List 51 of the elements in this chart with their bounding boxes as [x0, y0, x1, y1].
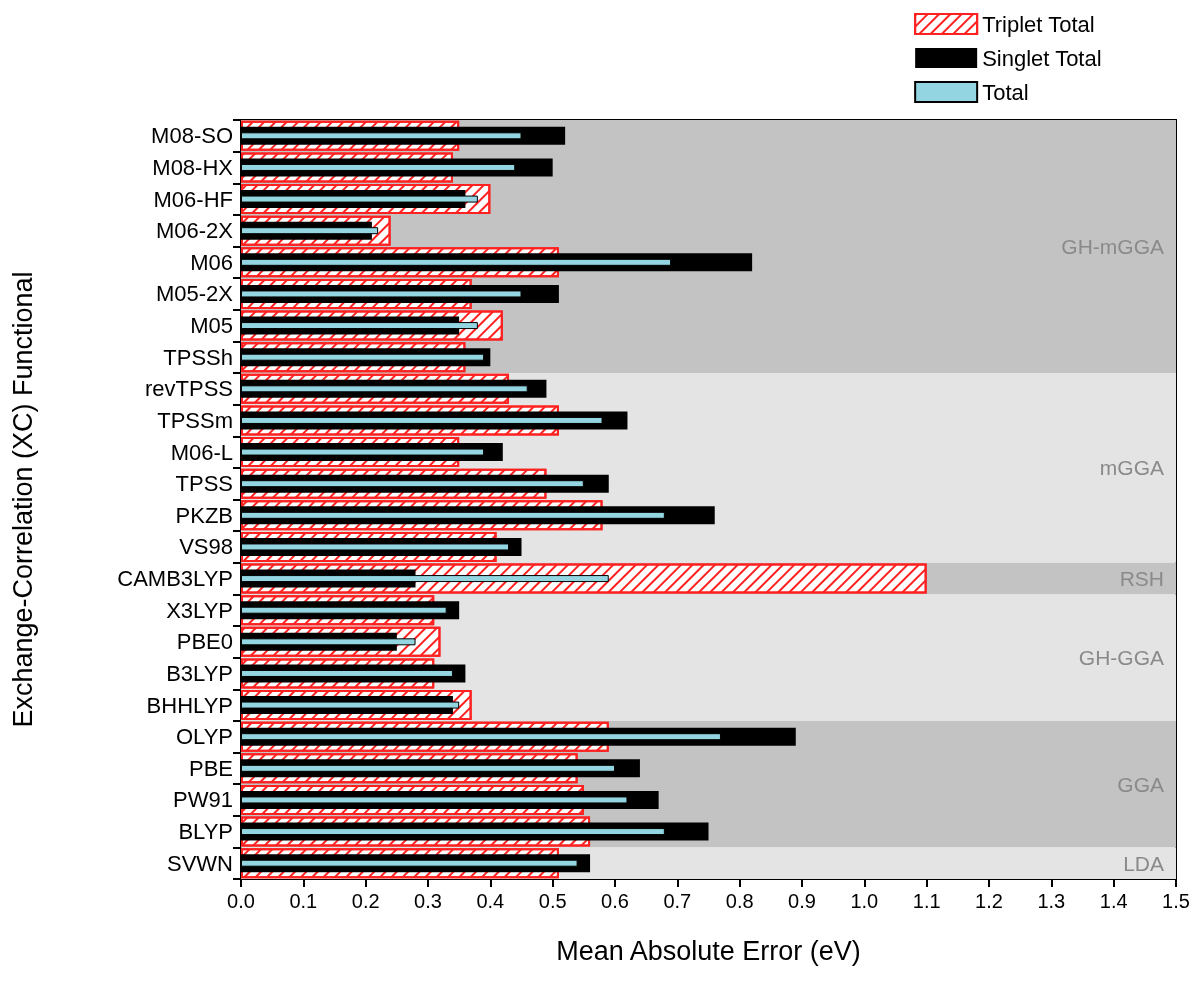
y-tick-label: SVWN: [167, 850, 233, 876]
x-tick-label: 1.1: [912, 890, 941, 912]
band-label: GH-GGA: [1078, 646, 1164, 670]
y-tick-label: VS98: [179, 534, 233, 560]
y-tick-label: B3LYP: [166, 660, 233, 686]
x-tick-label: 0.5: [538, 890, 567, 912]
y-tick-label: PKZB: [175, 502, 233, 528]
x-tick-label: 0.4: [476, 890, 505, 912]
y-tick-label: M06: [190, 249, 233, 275]
y-tick-label: M06-HF: [153, 186, 233, 212]
x-tick-label: 0.3: [414, 890, 442, 912]
y-tick-label: TPSS: [175, 471, 233, 497]
y-tick-label: revTPSS: [144, 376, 233, 402]
x-tick-label: 1.3: [1037, 890, 1066, 912]
legend-label: Triplet Total: [982, 11, 1095, 37]
y-tick-label: M08-HX: [152, 154, 234, 180]
y-axis-title: Exchange-Correlation (XC) Functional: [7, 271, 38, 728]
y-tick-label: PBE0: [176, 629, 233, 655]
y-tick-label: M05-2X: [155, 281, 234, 307]
x-tick-label: 1.4: [1099, 890, 1128, 912]
y-tick-label: TPSSm: [157, 407, 233, 433]
x-axis-title: Mean Absolute Error (eV): [556, 935, 861, 966]
y-tick-label: PW91: [173, 787, 233, 813]
band-label: RSH: [1119, 567, 1164, 591]
band-label: GH-mGGA: [1061, 235, 1164, 258]
x-tick-label: 0.6: [601, 890, 629, 912]
x-tick-label: 0.9: [788, 890, 816, 912]
x-tick-label: 1.5: [1162, 890, 1190, 912]
y-tick-label: M08-SO: [151, 123, 233, 149]
band-label: mGGA: [1099, 456, 1164, 480]
y-tick-label: M05: [190, 313, 233, 339]
x-tick-label: 0.8: [725, 890, 754, 912]
y-tick-label: PBE: [188, 755, 233, 781]
y-tick-label: OLYP: [175, 724, 233, 750]
y-tick-label: CAMB3LYP: [117, 566, 233, 592]
band-label: LDA: [1123, 851, 1164, 875]
x-tick-label: 0.0: [227, 890, 255, 912]
legend-label: Total: [982, 79, 1029, 105]
y-tick-label: BHHLYP: [146, 692, 233, 718]
y-tick-label: TPSSh: [163, 344, 233, 370]
legend-label: Singlet Total: [982, 45, 1102, 71]
y-tick-label: M06-2X: [155, 218, 234, 244]
y-tick-label: X3LYP: [166, 597, 233, 623]
x-tick-label: 0.2: [351, 890, 380, 912]
y-tick-label: M06-L: [170, 439, 233, 465]
x-tick-label: 0.1: [289, 890, 318, 912]
x-tick-label: 1.2: [975, 890, 1003, 912]
y-tick-label: BLYP: [178, 819, 233, 845]
band-label: GGA: [1117, 772, 1164, 796]
x-tick-label: 1.0: [850, 890, 879, 912]
x-tick-label: 0.7: [663, 890, 692, 912]
